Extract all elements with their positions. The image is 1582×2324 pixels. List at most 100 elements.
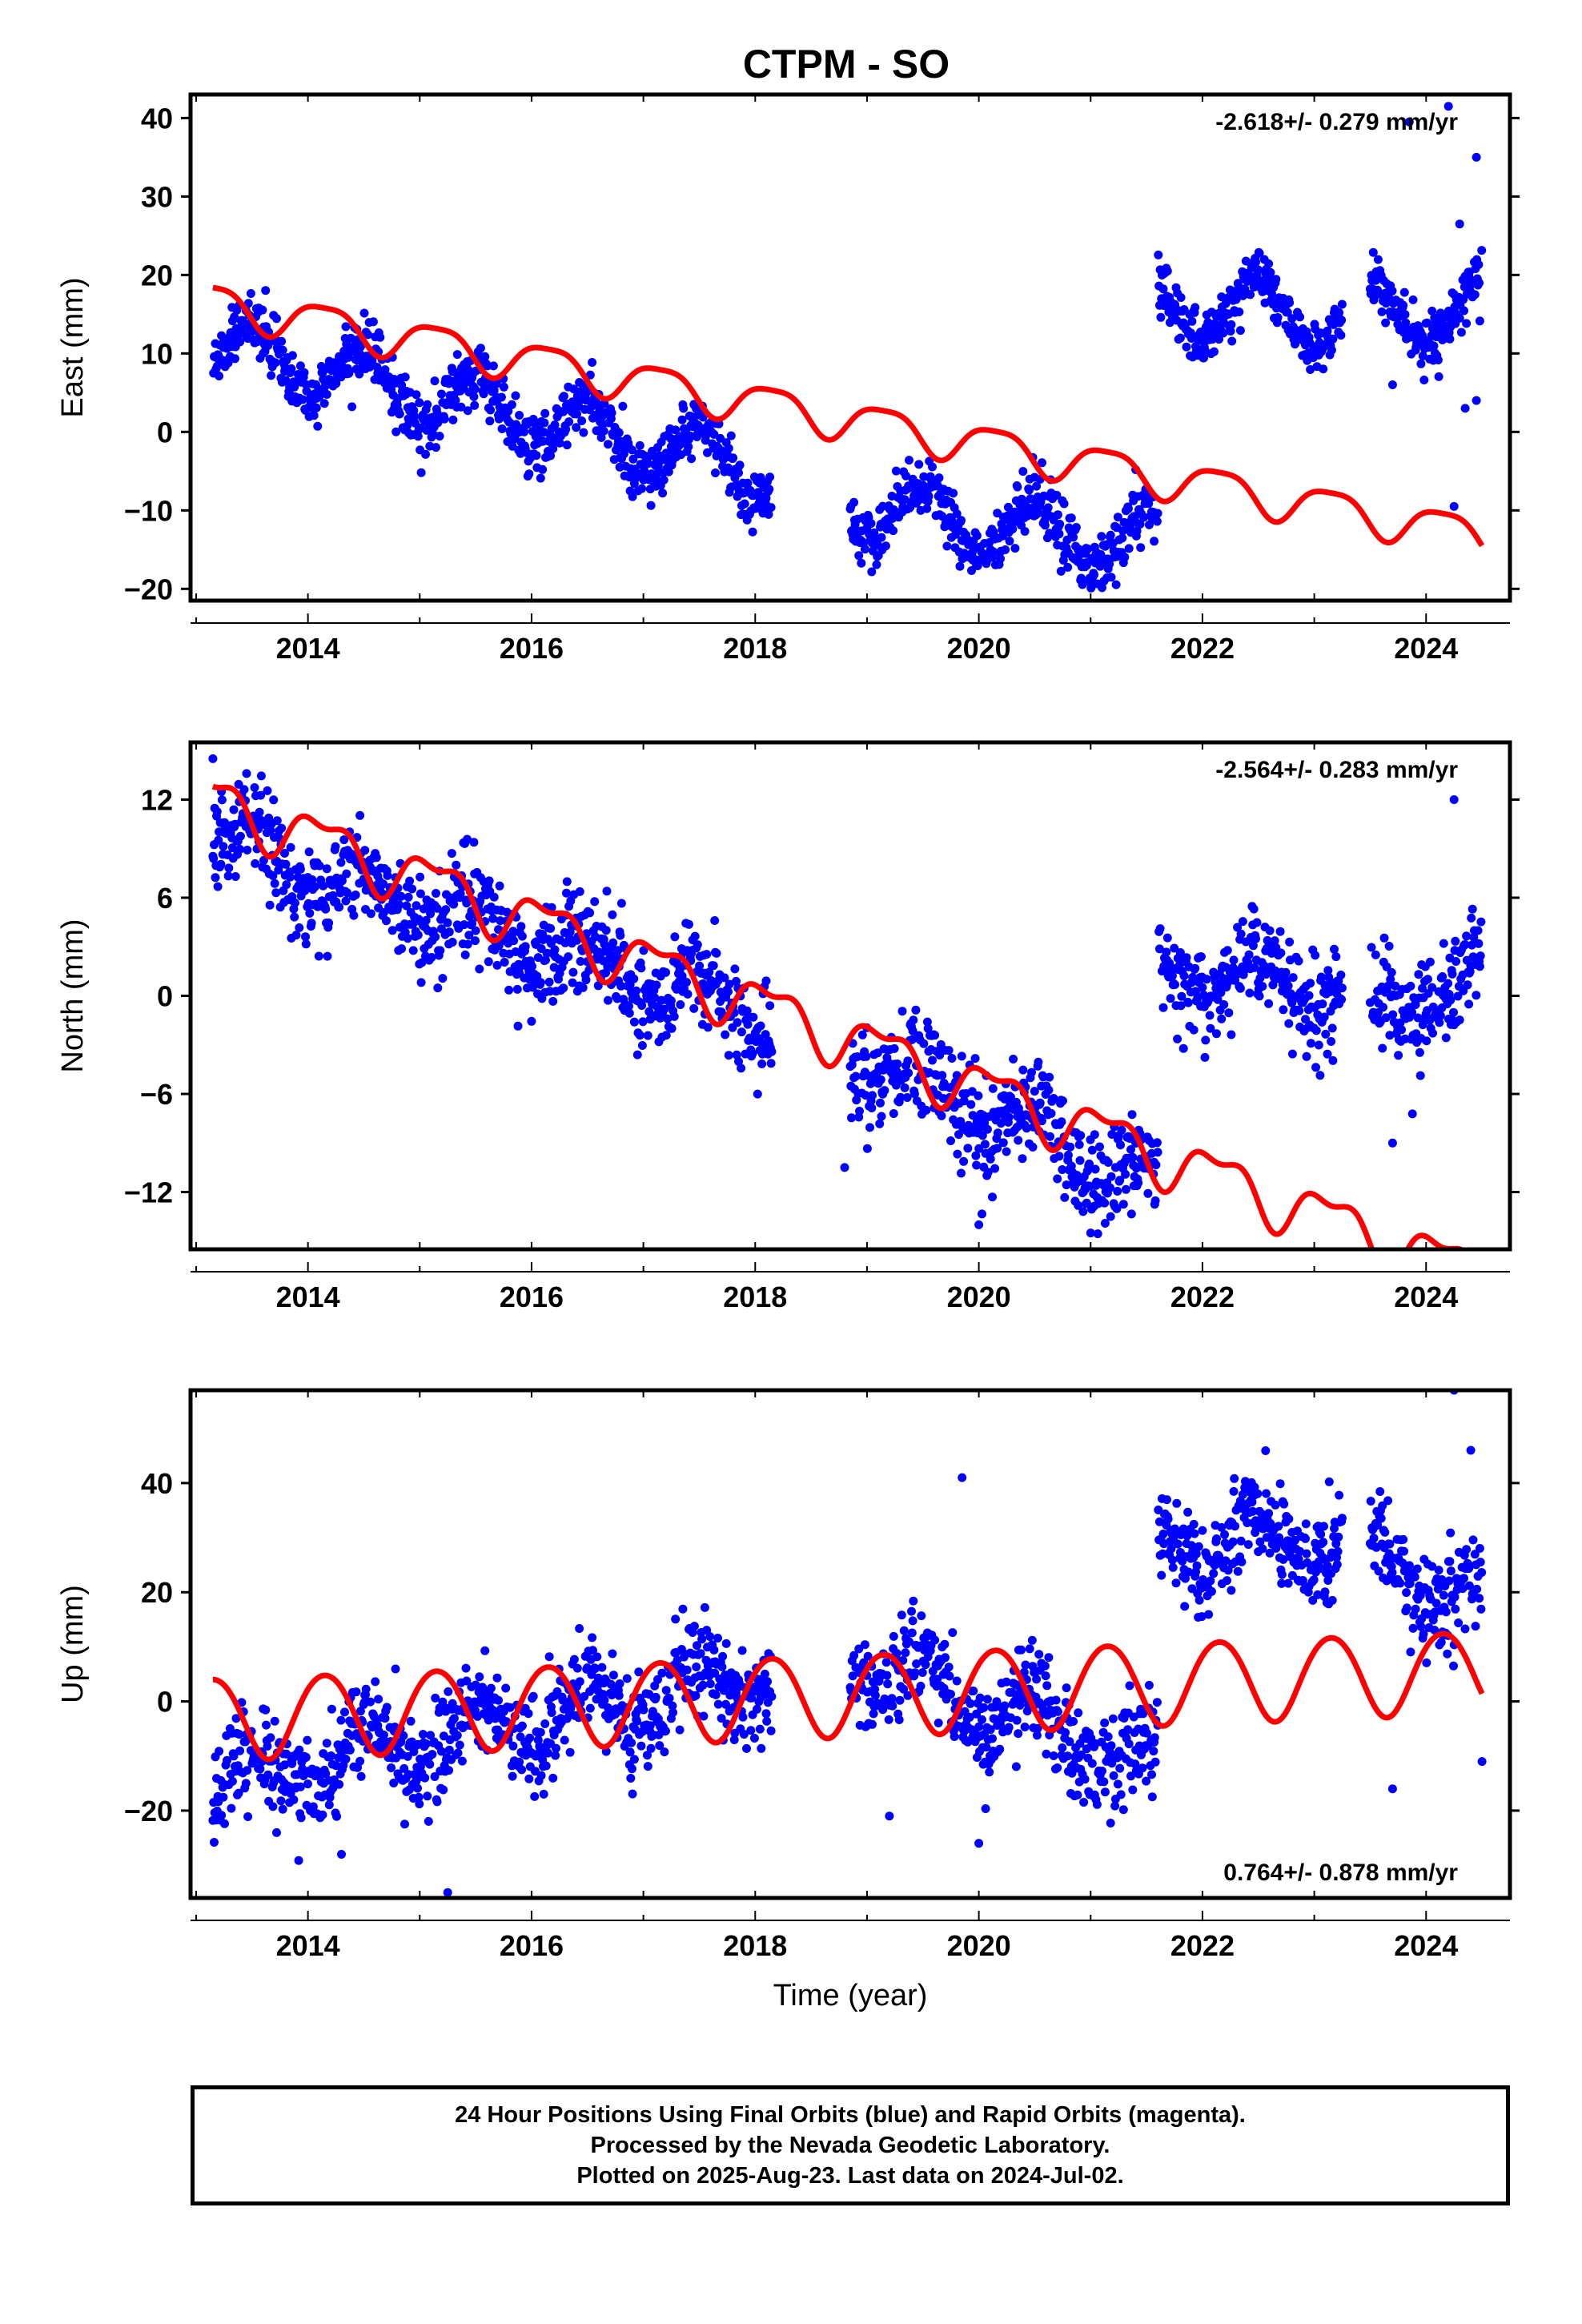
data-point — [512, 420, 521, 429]
data-point — [1175, 948, 1185, 957]
data-points — [208, 1390, 1487, 1897]
data-point — [1371, 950, 1380, 959]
data-point — [336, 1715, 346, 1725]
data-point — [729, 1735, 739, 1744]
data-point — [1281, 967, 1291, 977]
data-point — [749, 1734, 759, 1743]
data-point — [460, 950, 470, 959]
data-point — [959, 1096, 969, 1106]
data-point — [1215, 335, 1224, 344]
data-point — [1319, 1538, 1328, 1547]
data-point — [344, 368, 354, 378]
data-point — [575, 1677, 584, 1687]
data-point — [629, 1017, 639, 1027]
data-point — [1005, 537, 1014, 546]
data-point — [387, 926, 397, 935]
data-point — [575, 887, 584, 896]
data-point — [1387, 967, 1396, 977]
data-point — [1106, 1172, 1116, 1181]
data-point — [492, 960, 502, 970]
data-point — [733, 1018, 742, 1027]
data-point — [713, 1634, 722, 1642]
data-point — [313, 421, 323, 431]
data-point — [683, 989, 693, 999]
data-point — [1472, 991, 1481, 1000]
data-point — [1209, 1569, 1219, 1578]
data-points — [208, 754, 1486, 1239]
data-point — [559, 1704, 568, 1714]
data-point — [897, 1610, 906, 1620]
data-point — [1170, 980, 1179, 989]
data-point — [1394, 1051, 1403, 1060]
outlier-point — [1387, 1138, 1397, 1148]
data-point — [301, 932, 310, 942]
data-point — [1427, 306, 1437, 316]
data-point — [600, 1695, 609, 1705]
data-point — [1202, 975, 1211, 984]
data-point — [520, 942, 530, 951]
data-point — [1279, 1499, 1289, 1509]
data-point — [928, 462, 937, 472]
data-point — [355, 342, 365, 352]
data-point — [1053, 510, 1062, 520]
data-point — [295, 1782, 305, 1791]
data-point — [272, 816, 282, 826]
data-point — [1019, 1667, 1029, 1677]
data-point — [1321, 1029, 1331, 1039]
data-point — [303, 1779, 312, 1789]
data-point — [322, 864, 331, 874]
data-point — [983, 1168, 993, 1177]
data-point — [456, 889, 465, 899]
data-point — [1056, 566, 1066, 576]
data-point — [1183, 1507, 1193, 1517]
data-point — [1142, 1728, 1151, 1738]
data-point — [1097, 532, 1106, 541]
data-point — [1107, 1130, 1117, 1139]
data-point — [259, 855, 268, 865]
data-point — [600, 939, 609, 949]
data-point — [1098, 1767, 1106, 1775]
data-point — [215, 1747, 224, 1756]
data-point — [1192, 1561, 1202, 1570]
data-point — [730, 964, 740, 974]
data-point — [1106, 1741, 1116, 1751]
data-point — [489, 892, 499, 902]
data-point — [530, 1791, 540, 1801]
data-point — [1301, 1519, 1311, 1529]
data-point — [1271, 1500, 1280, 1510]
data-point — [1248, 1506, 1258, 1516]
data-point — [1302, 1549, 1311, 1558]
data-point — [486, 405, 496, 415]
data-point — [1283, 1578, 1293, 1588]
data-point — [421, 915, 431, 925]
data-point — [677, 971, 687, 981]
data-point — [1206, 1023, 1215, 1033]
data-point — [485, 416, 495, 426]
data-point — [928, 1055, 937, 1065]
data-point — [1236, 1536, 1246, 1546]
data-point — [616, 931, 625, 940]
data-point — [847, 1113, 856, 1123]
data-point — [747, 1693, 757, 1703]
data-point — [517, 1721, 527, 1731]
data-point — [756, 1021, 765, 1031]
data-point — [710, 916, 720, 925]
data-point — [336, 858, 346, 867]
data-point — [1167, 1555, 1177, 1565]
data-point — [872, 560, 881, 569]
data-point — [1044, 1085, 1054, 1095]
data-point — [1397, 1025, 1406, 1035]
data-point — [627, 445, 636, 455]
data-point — [988, 547, 998, 557]
data-point — [413, 1783, 422, 1793]
data-point — [581, 396, 591, 405]
data-point — [1093, 1229, 1102, 1239]
data-point — [702, 950, 712, 959]
data-point — [933, 1675, 942, 1684]
y-tick-label: 0 — [157, 416, 173, 448]
data-point — [661, 967, 670, 977]
data-point — [375, 332, 385, 342]
data-point — [321, 904, 331, 914]
data-point — [860, 545, 869, 554]
data-point — [295, 923, 304, 932]
